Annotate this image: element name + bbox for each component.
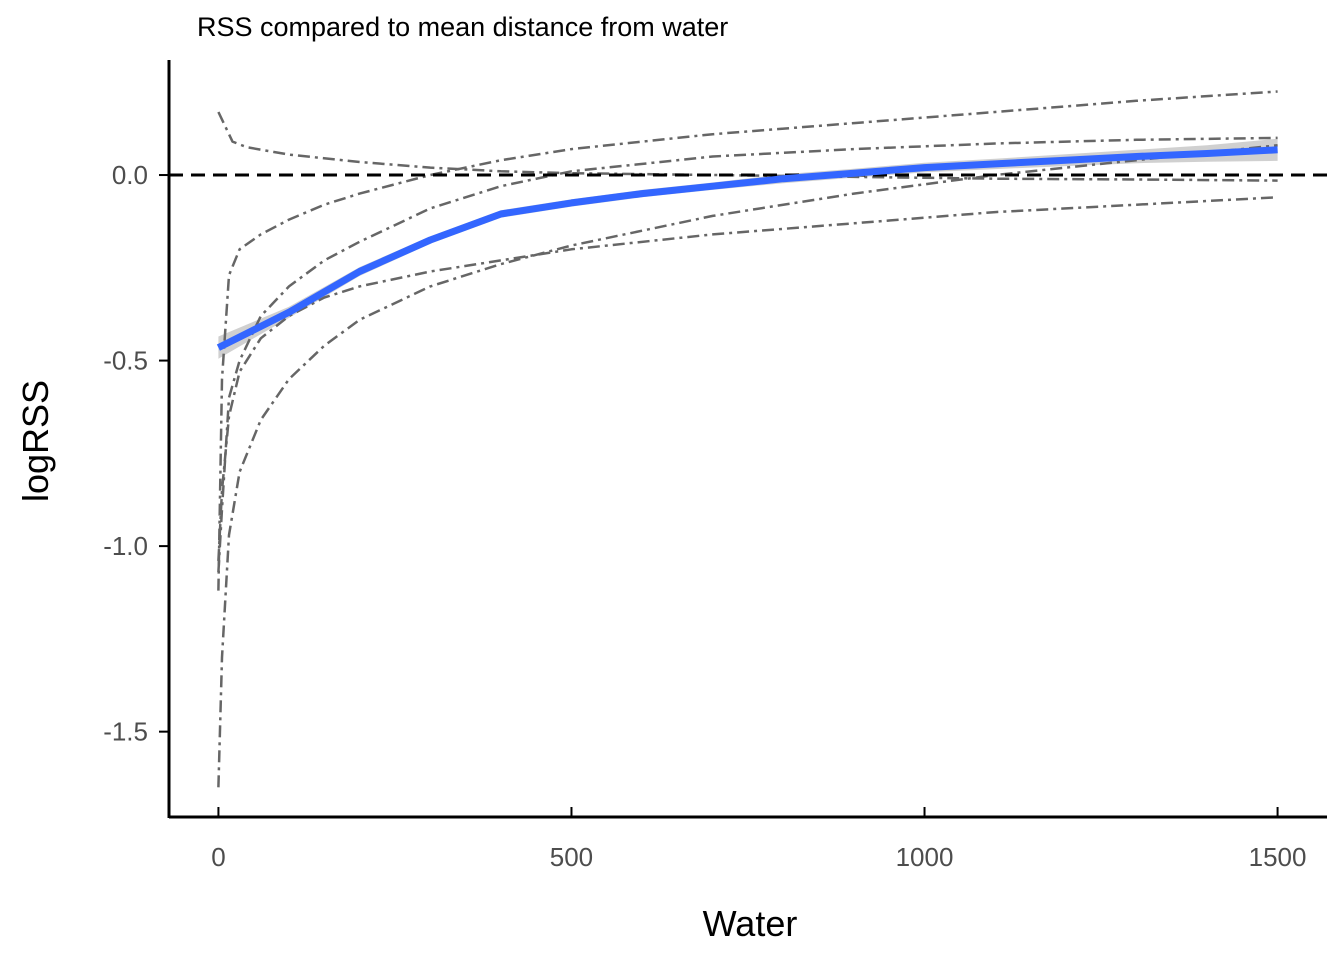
chart-title: RSS compared to mean distance from water bbox=[197, 12, 728, 42]
x-tick-label: 0 bbox=[211, 842, 225, 872]
plot-area bbox=[169, 90, 1327, 788]
x-tick-label: 1500 bbox=[1249, 842, 1307, 872]
series-line-individual-1 bbox=[217, 111, 1278, 182]
y-axis-title: logRSS bbox=[15, 380, 56, 502]
x-tick-label: 500 bbox=[550, 842, 593, 872]
series-line-individual-3 bbox=[217, 136, 1278, 573]
y-axis-ticks: 0.0 -0.5 -1.0 -1.5 bbox=[103, 160, 169, 747]
series-line-smooth-mean bbox=[216, 146, 1278, 351]
series-line-individual-2 bbox=[217, 90, 1278, 591]
x-tick-label: 1000 bbox=[896, 842, 954, 872]
smooth-confidence-band bbox=[218, 138, 1278, 359]
y-tick-label: -1.0 bbox=[103, 531, 148, 561]
series-line-individual-5 bbox=[217, 144, 1278, 788]
y-tick-label: -0.5 bbox=[103, 346, 148, 376]
x-axis-title: Water bbox=[703, 903, 798, 944]
y-tick-label: -1.5 bbox=[103, 717, 148, 747]
y-tick-label: 0.0 bbox=[112, 160, 148, 190]
x-axis-ticks: 0 500 1000 1500 bbox=[211, 807, 1306, 872]
series-line-individual-4 bbox=[217, 196, 1278, 562]
